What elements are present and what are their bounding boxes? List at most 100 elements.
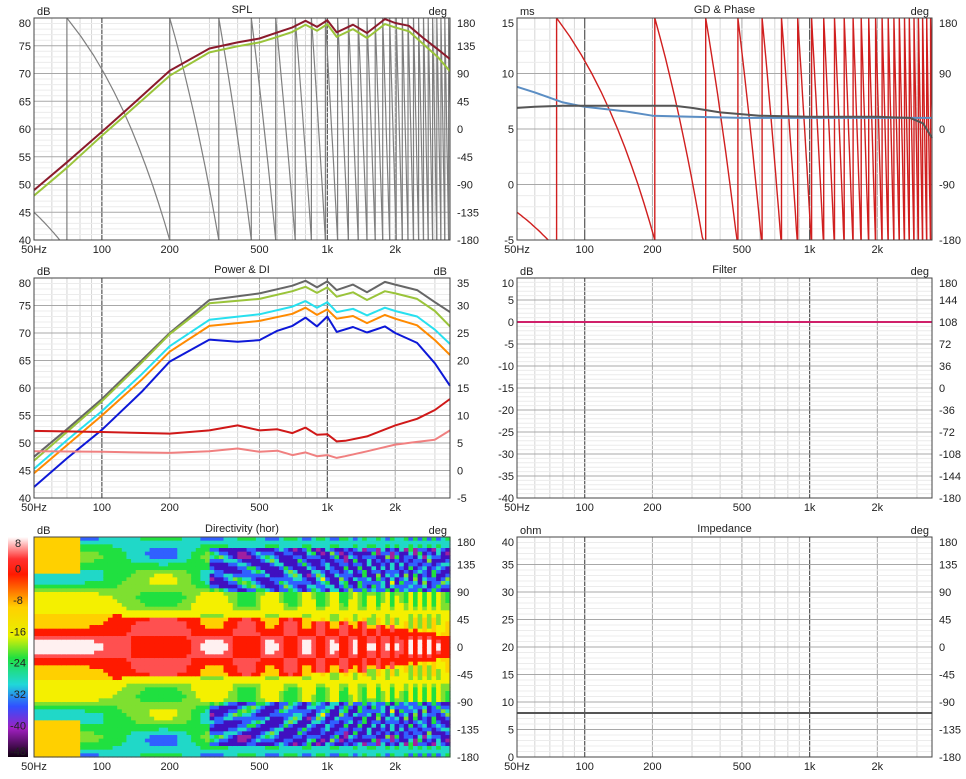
heatmap-cell — [98, 636, 104, 641]
heatmap-cell — [200, 658, 206, 663]
heatmap-cell — [311, 566, 317, 571]
heatmap-cell — [107, 738, 114, 743]
heatmap-cell — [274, 735, 280, 740]
heatmap-cell — [320, 581, 326, 586]
heatmap-cell — [47, 577, 54, 582]
heatmap-cell — [66, 566, 72, 571]
heatmap-cell — [52, 716, 58, 721]
heatmap-cell — [306, 548, 312, 553]
heatmap-cell — [246, 676, 252, 681]
y-tick-left: 80 — [19, 18, 31, 30]
heatmap-cell — [218, 628, 225, 633]
heatmap-cell — [200, 672, 206, 677]
heatmap-cell — [320, 720, 326, 725]
heatmap-cell — [75, 702, 81, 707]
heatmap-cell — [126, 570, 132, 575]
heatmap-cell — [251, 606, 257, 611]
heatmap-cell — [107, 643, 114, 648]
heatmap-cell — [66, 687, 72, 692]
heatmap-cell — [260, 742, 266, 747]
heatmap-cell — [112, 676, 118, 681]
heatmap-cell — [339, 746, 345, 751]
heatmap-cell — [172, 647, 178, 652]
heatmap-cell — [52, 672, 58, 677]
heatmap-cell — [246, 595, 252, 600]
heatmap-cell — [121, 632, 128, 637]
heatmap-cell — [223, 551, 229, 556]
heatmap-cell — [255, 731, 262, 736]
heatmap-cell — [117, 632, 123, 637]
heatmap-cell — [47, 672, 54, 677]
heatmap-cell — [242, 647, 248, 652]
heatmap-cell — [38, 584, 44, 589]
heatmap-cell — [163, 735, 169, 740]
heatmap-cell — [172, 735, 178, 740]
heatmap-cell — [163, 720, 169, 725]
heatmap-cell — [172, 731, 178, 736]
heatmap-cell — [260, 658, 266, 663]
heatmap-cell — [278, 625, 285, 630]
heatmap-cell — [158, 669, 165, 674]
heatmap-cell — [140, 650, 146, 655]
heatmap-cell — [126, 551, 132, 556]
heatmap-cell — [362, 581, 368, 586]
heatmap-cell — [195, 540, 201, 545]
heatmap-cell — [98, 702, 104, 707]
heatmap-cell — [70, 566, 77, 571]
heatmap-cell — [112, 566, 118, 571]
heatmap-cell — [43, 746, 49, 751]
heatmap-cell — [302, 650, 308, 655]
heatmap-cell — [334, 727, 340, 732]
heatmap-cell — [251, 661, 257, 666]
heatmap-cell — [168, 676, 174, 681]
heatmap-cell — [94, 599, 100, 604]
heatmap-cell — [283, 720, 289, 725]
heatmap-cell — [311, 705, 317, 710]
heatmap-cell — [228, 720, 234, 725]
heatmap-cell — [218, 551, 225, 556]
heatmap-cell — [292, 749, 299, 754]
heatmap-cell — [98, 658, 104, 663]
heatmap-cell — [218, 658, 225, 663]
heatmap-cell — [357, 694, 363, 699]
heatmap-cell — [107, 599, 114, 604]
heatmap-cell — [70, 742, 77, 747]
heatmap-cell — [168, 599, 174, 604]
heatmap-cell — [131, 705, 137, 710]
heatmap-cell — [94, 625, 100, 630]
heatmap-cell — [223, 603, 229, 608]
y-tick-right: 144 — [939, 295, 957, 307]
phase-segment — [436, 18, 442, 240]
heatmap-cell — [177, 606, 183, 611]
heatmap-cell — [242, 650, 248, 655]
heatmap-cell — [348, 731, 354, 736]
heatmap-cell — [205, 562, 211, 567]
heatmap-cell — [75, 665, 81, 670]
heatmap-cell — [121, 738, 128, 743]
heatmap-cell — [302, 625, 308, 630]
y-unit-left: dB — [520, 266, 533, 278]
heatmap-cell — [278, 713, 285, 718]
heatmap-cell — [117, 672, 123, 677]
heatmap-cell — [34, 643, 40, 648]
heatmap-cell — [112, 716, 118, 721]
heatmap-cell — [292, 658, 299, 663]
heatmap-cell — [352, 669, 359, 674]
heatmap-cell — [265, 683, 271, 688]
heatmap-cell — [352, 654, 359, 659]
heatmap-cell — [126, 672, 132, 677]
heatmap-cell — [278, 537, 285, 542]
heatmap-cell — [140, 559, 146, 564]
heatmap-cell — [80, 735, 86, 740]
heatmap-cell — [260, 680, 266, 685]
heatmap-cell — [242, 702, 248, 707]
heatmap-cell — [376, 537, 382, 542]
heatmap-cell — [89, 713, 95, 718]
heatmap-cell — [246, 654, 252, 659]
heatmap-cell — [168, 537, 174, 542]
heatmap-cell — [186, 650, 192, 655]
heatmap-cell — [320, 617, 326, 622]
heatmap-cell — [200, 647, 206, 652]
heatmap-cell — [306, 610, 312, 615]
heatmap-cell — [228, 537, 234, 542]
